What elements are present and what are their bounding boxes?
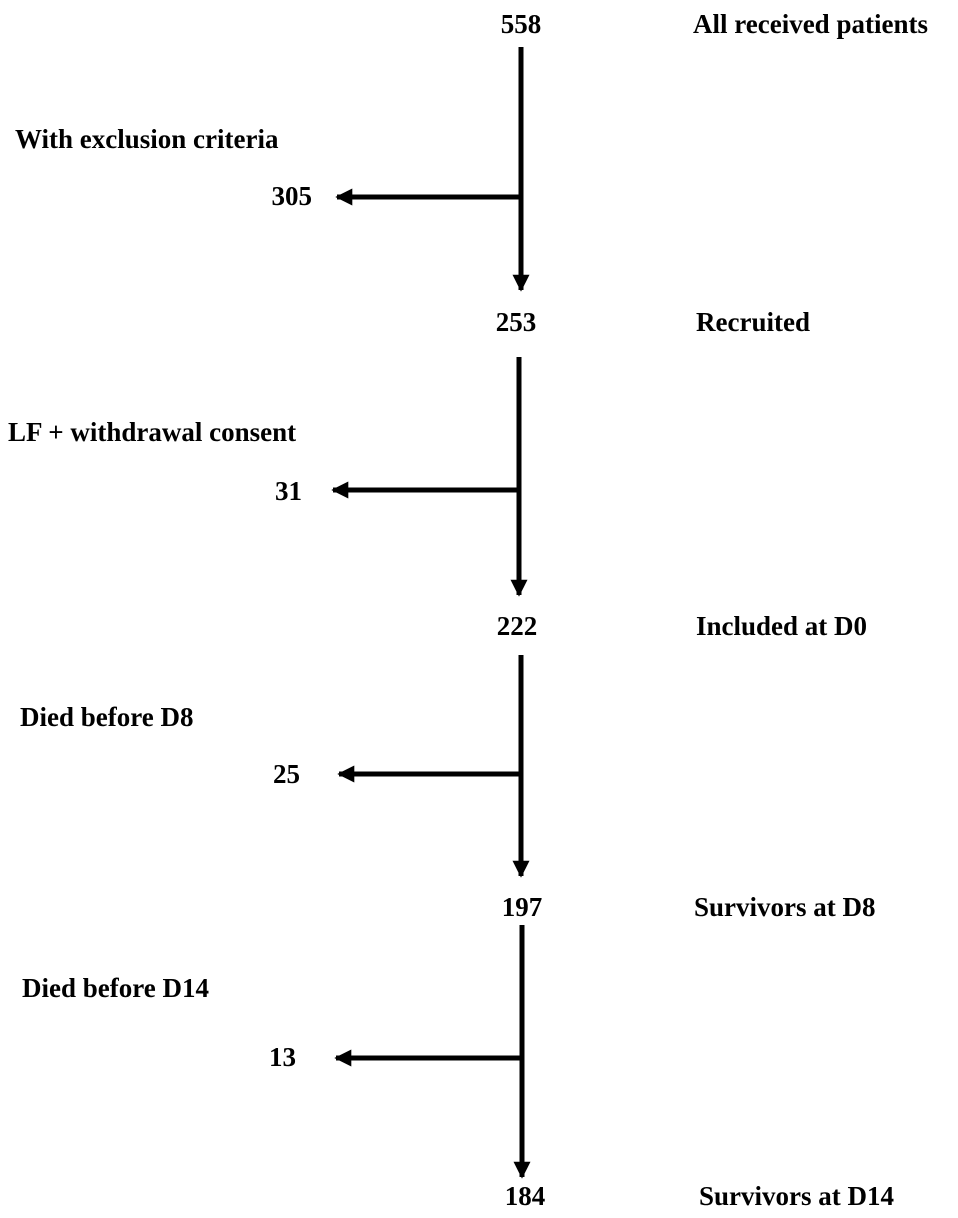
stage-count-4: 197 bbox=[501, 892, 543, 922]
exclusion-count-3: 25 bbox=[273, 759, 300, 789]
stage-label-2: Recruited bbox=[696, 307, 810, 337]
exclusion-label-2: LF + withdrawal consent bbox=[8, 417, 297, 447]
stage-label-3: Included at D0 bbox=[696, 611, 868, 641]
stage-count-5: 184 bbox=[504, 1181, 546, 1211]
stage-count-3: 222 bbox=[496, 611, 538, 641]
stage-count-1: 558 bbox=[500, 9, 542, 39]
exclusion-count-2: 31 bbox=[275, 476, 302, 506]
stage-label-4: Survivors at D8 bbox=[694, 892, 876, 922]
stage-label-1: All received patients bbox=[693, 9, 928, 39]
exclusion-count-1: 305 bbox=[271, 181, 313, 211]
exclusion-label-3: Died before D8 bbox=[20, 702, 194, 732]
exclusion-count-4: 13 bbox=[269, 1042, 296, 1072]
exclusion-label-1: With exclusion criteria bbox=[15, 124, 279, 154]
stage-label-5: Survivors at D14 bbox=[699, 1181, 894, 1211]
exclusion-label-4: Died before D14 bbox=[22, 973, 209, 1003]
stage-count-2: 253 bbox=[495, 307, 537, 337]
